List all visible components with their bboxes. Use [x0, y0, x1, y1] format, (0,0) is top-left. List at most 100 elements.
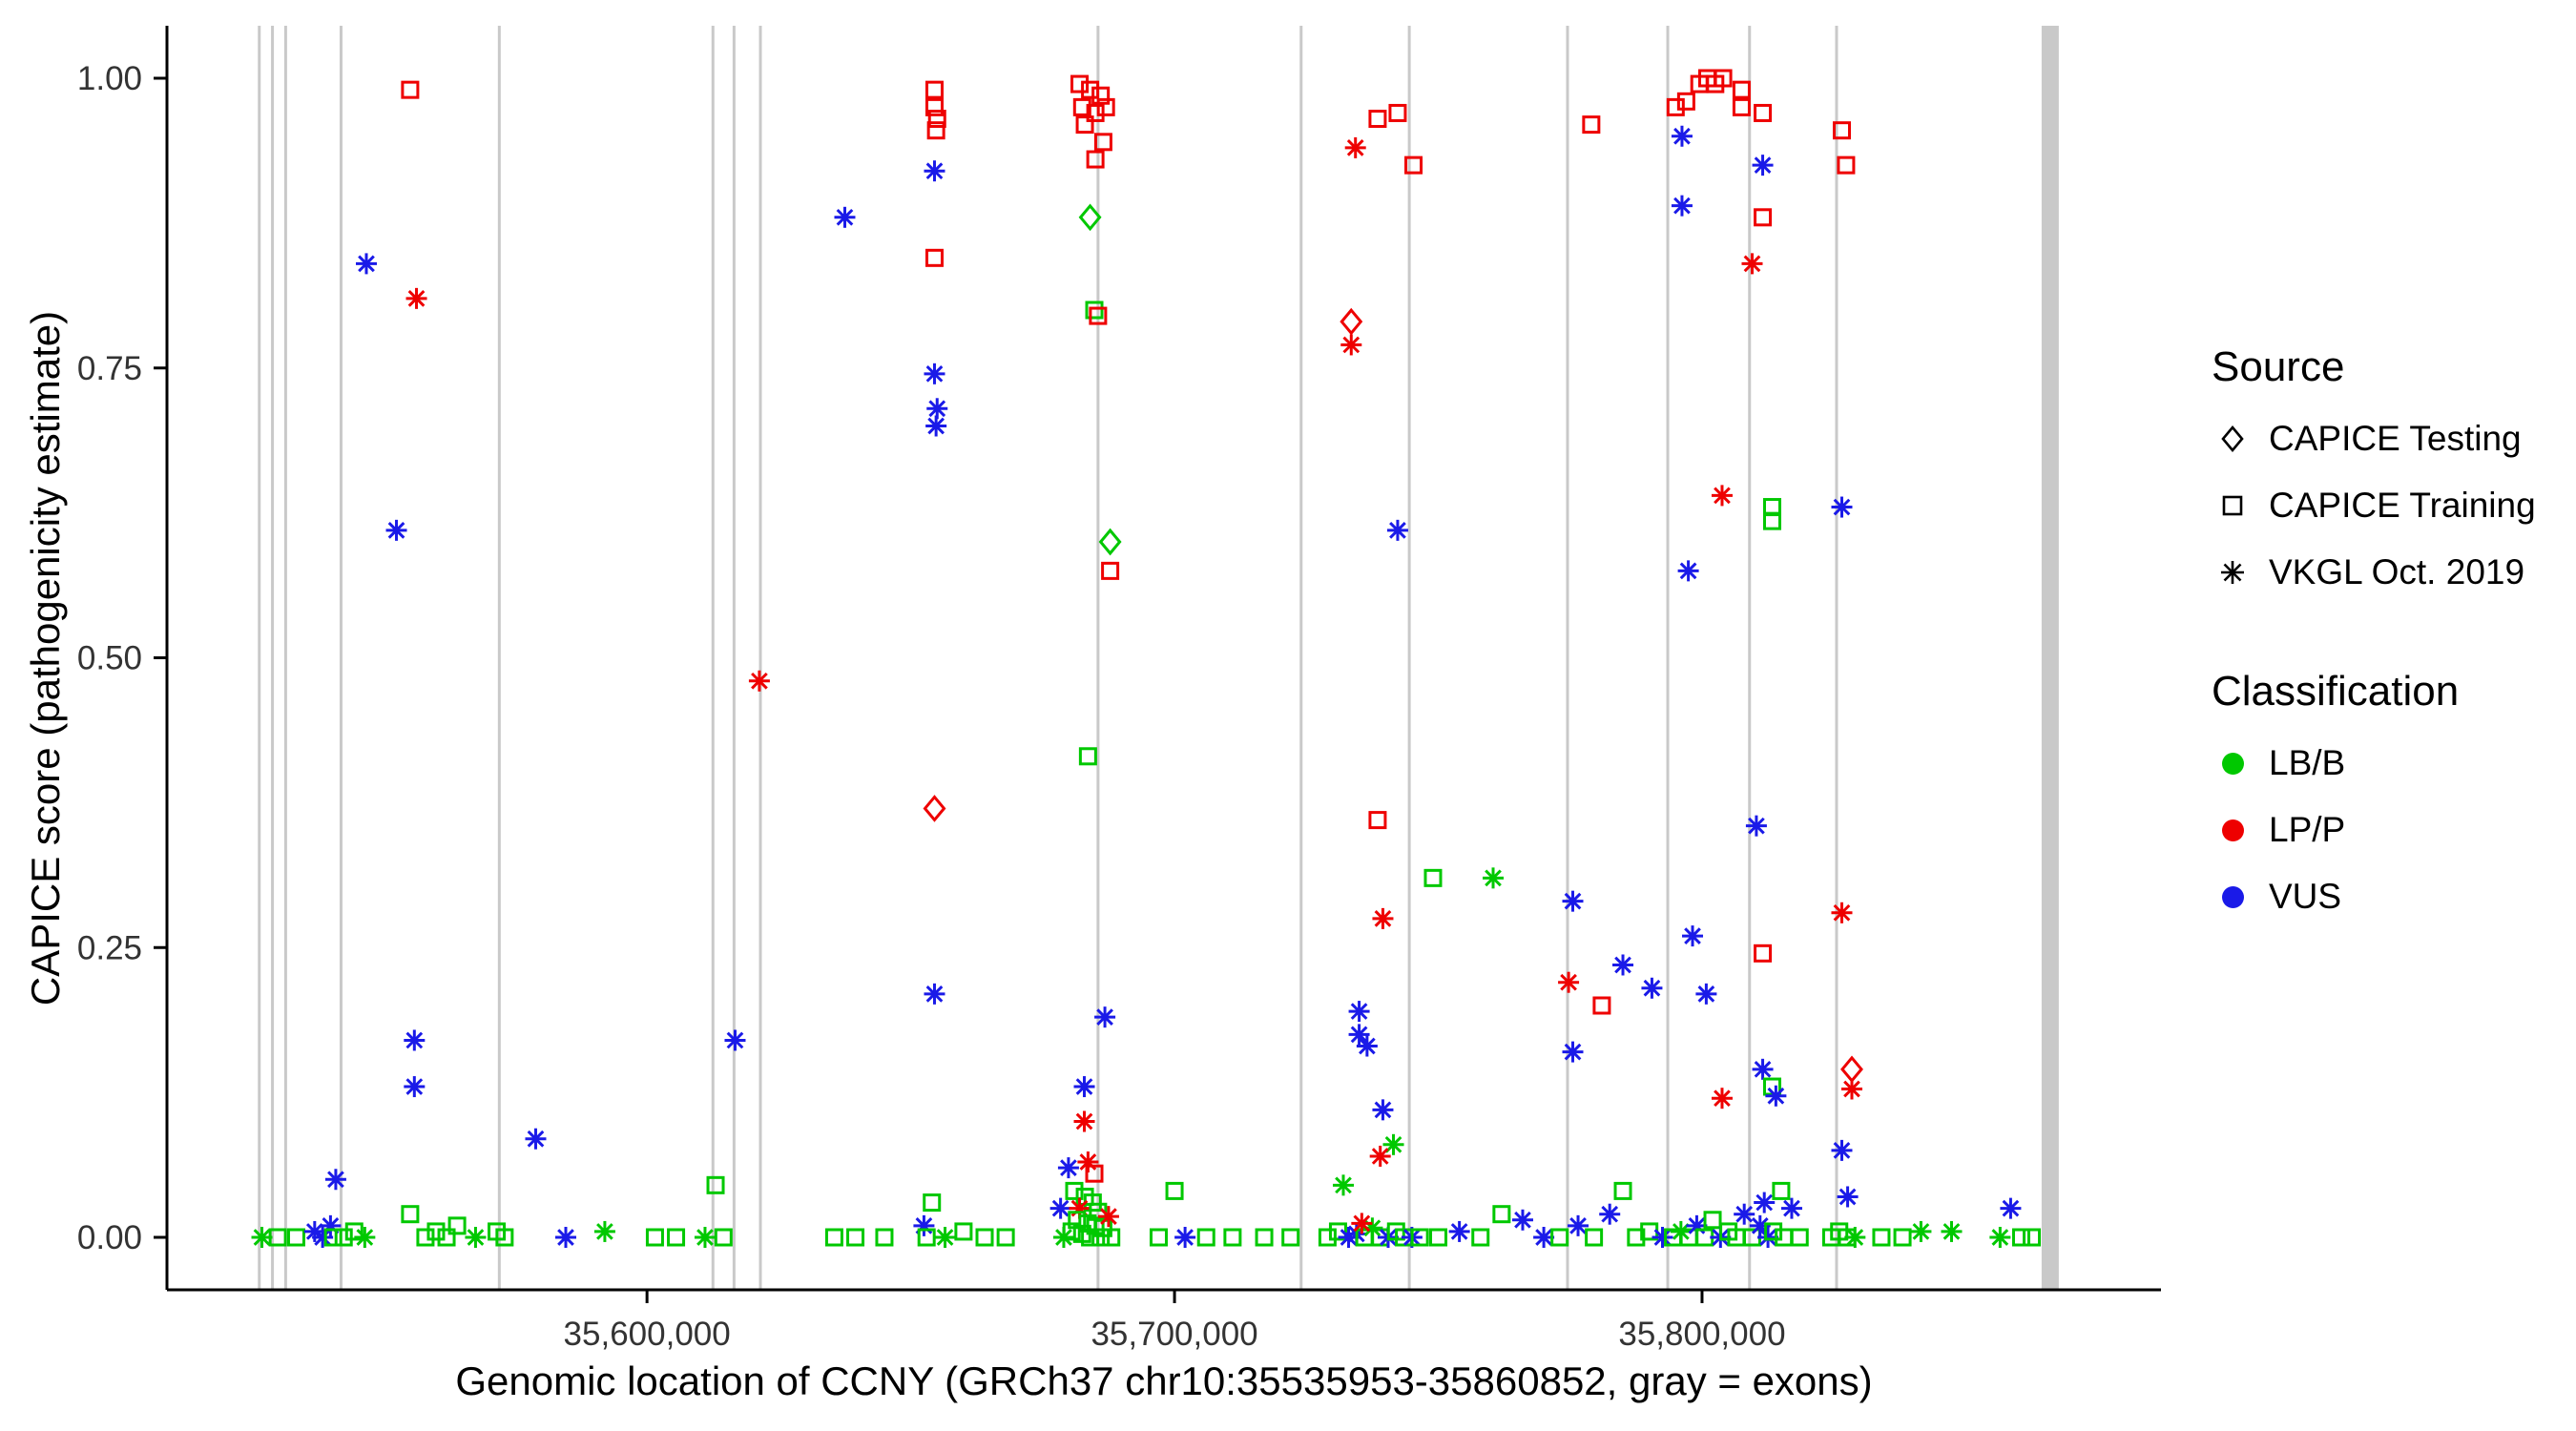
- exon-band: [1096, 26, 1100, 1290]
- data-point: [1073, 1110, 1095, 1132]
- legend-item-vkgl: VKGL Oct. 2019: [2212, 551, 2565, 593]
- data-point: [1368, 110, 1387, 129]
- exon-band: [1566, 26, 1569, 1290]
- data-point: [1097, 1206, 1119, 1228]
- data-point: [1085, 301, 1104, 320]
- data-point: [1410, 1228, 1429, 1247]
- data-point: [1711, 485, 1733, 507]
- data-point: [1741, 253, 1763, 275]
- data-point: [1893, 1228, 1912, 1247]
- data-point: [1732, 80, 1751, 99]
- data-point: [875, 1228, 894, 1247]
- data-point: [1052, 1227, 1074, 1248]
- legend-item-vus: VUS: [2212, 876, 2565, 918]
- data-point: [923, 1193, 942, 1213]
- legend-source-title: Source: [2212, 343, 2345, 390]
- data-point: [996, 1228, 1015, 1247]
- legend-item-label: CAPICE Training: [2269, 486, 2536, 525]
- data-point: [1752, 1058, 1774, 1080]
- data-point: [846, 1228, 865, 1247]
- legend-item-label: VUS: [2269, 877, 2342, 916]
- legend-item-label: CAPICE Testing: [2269, 419, 2522, 458]
- data-point: [1612, 954, 1634, 976]
- data-point: [1368, 811, 1387, 830]
- y-tick-label: 0.75: [77, 350, 142, 387]
- data-point: [1613, 1181, 1632, 1200]
- red-dot-icon: [2212, 809, 2254, 851]
- data-point: [714, 1228, 733, 1247]
- x-axis-title: Genomic location of CCNY (GRCh37 chr10:3…: [455, 1358, 1873, 1403]
- exon-band: [1407, 26, 1411, 1290]
- data-point: [1356, 1035, 1378, 1057]
- data-point: [385, 519, 407, 541]
- data-point: [1196, 1228, 1215, 1247]
- data-point: [645, 1228, 664, 1247]
- data-point: [1483, 867, 1505, 889]
- data-point: [913, 1214, 935, 1236]
- data-point: [1562, 890, 1584, 912]
- data-point: [1676, 92, 1695, 111]
- data-point: [404, 1076, 426, 1098]
- data-point: [1174, 1227, 1196, 1248]
- data-point: [1754, 103, 1773, 122]
- data-point: [1085, 1164, 1104, 1183]
- data-point: [437, 1228, 456, 1247]
- data-point: [927, 110, 946, 129]
- data-point: [401, 80, 420, 99]
- data-point: [1703, 1211, 1722, 1230]
- data-point: [401, 1205, 420, 1224]
- data-point: [1989, 1227, 2011, 1248]
- data-point: [1763, 511, 1782, 530]
- data-point: [1065, 1181, 1084, 1200]
- x-tick-label: 35,600,000: [564, 1316, 731, 1353]
- x-tick-label: 35,800,000: [1618, 1316, 1785, 1353]
- legend-item-label: LP/P: [2269, 810, 2346, 849]
- data-point: [1057, 1157, 1079, 1179]
- data-point: [1369, 1145, 1391, 1167]
- data-point: [1091, 1228, 1111, 1247]
- data-point: [1340, 307, 1363, 336]
- data-point: [834, 206, 856, 228]
- legend-item-label: VKGL Oct. 2019: [2269, 552, 2525, 591]
- data-point: [1941, 1220, 1963, 1242]
- data-point: [1558, 971, 1580, 993]
- data-point: [923, 795, 946, 822]
- data-point: [344, 1222, 364, 1241]
- data-point: [1837, 156, 1856, 175]
- data-point: [1714, 69, 1733, 88]
- legend-item-capice-training: CAPICE Training: [2212, 485, 2565, 527]
- data-point: [1340, 334, 1362, 356]
- data-point: [1677, 560, 1699, 582]
- data-point: [1764, 1222, 1783, 1241]
- data-point: [1332, 1174, 1354, 1196]
- data-point: [320, 1214, 342, 1236]
- data-point: [1840, 1078, 1862, 1100]
- data-point: [924, 160, 945, 182]
- data-point: [1344, 136, 1366, 158]
- data-point: [1165, 1181, 1184, 1200]
- data-point: [1073, 1076, 1095, 1098]
- data-point: [1754, 208, 1773, 227]
- data-point: [1671, 125, 1693, 147]
- data-point: [1081, 1228, 1100, 1247]
- blue-dot-icon: [2212, 876, 2254, 918]
- data-point: [824, 1228, 843, 1247]
- data-point: [2023, 1228, 2042, 1247]
- data-point: [926, 121, 945, 140]
- exon-band: [711, 26, 715, 1290]
- data-point: [1568, 1214, 1589, 1236]
- data-point: [323, 1228, 343, 1247]
- data-point: [1732, 97, 1751, 116]
- data-point: [405, 287, 427, 309]
- data-point: [924, 983, 945, 1005]
- data-point: [1492, 1205, 1511, 1224]
- data-point: [2000, 1197, 2022, 1219]
- data-point: [975, 1228, 994, 1247]
- square-icon: [2212, 485, 2254, 527]
- data-point: [924, 80, 944, 99]
- data-point: [1666, 97, 1685, 116]
- exon-band: [1299, 26, 1303, 1290]
- data-point: [924, 363, 945, 384]
- data-point: [1094, 1006, 1116, 1028]
